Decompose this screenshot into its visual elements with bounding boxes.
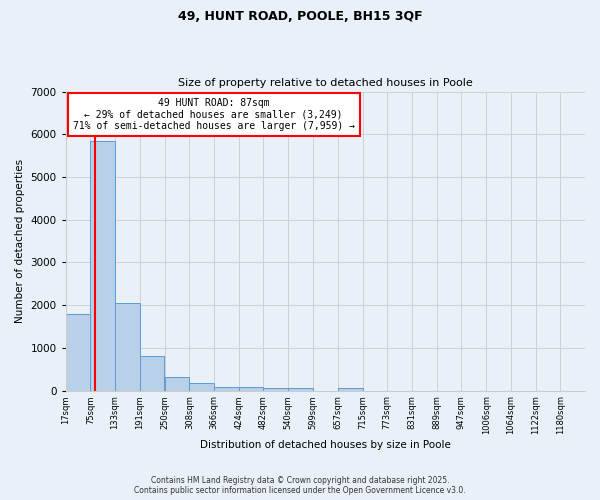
X-axis label: Distribution of detached houses by size in Poole: Distribution of detached houses by size … xyxy=(200,440,451,450)
Bar xyxy=(239,388,263,390)
Bar xyxy=(91,140,115,390)
Bar xyxy=(66,314,91,390)
Text: Contains HM Land Registry data © Crown copyright and database right 2025.
Contai: Contains HM Land Registry data © Crown c… xyxy=(134,476,466,495)
Bar xyxy=(115,303,140,390)
Text: 49 HUNT ROAD: 87sqm
← 29% of detached houses are smaller (3,249)
71% of semi-det: 49 HUNT ROAD: 87sqm ← 29% of detached ho… xyxy=(73,98,355,130)
Y-axis label: Number of detached properties: Number of detached properties xyxy=(15,159,25,323)
Bar xyxy=(140,356,164,390)
Bar xyxy=(288,388,313,390)
Bar xyxy=(263,388,288,390)
Bar xyxy=(214,386,239,390)
Bar xyxy=(190,383,214,390)
Bar xyxy=(338,388,362,390)
Bar xyxy=(165,377,190,390)
Title: Size of property relative to detached houses in Poole: Size of property relative to detached ho… xyxy=(178,78,473,88)
Text: 49, HUNT ROAD, POOLE, BH15 3QF: 49, HUNT ROAD, POOLE, BH15 3QF xyxy=(178,10,422,23)
